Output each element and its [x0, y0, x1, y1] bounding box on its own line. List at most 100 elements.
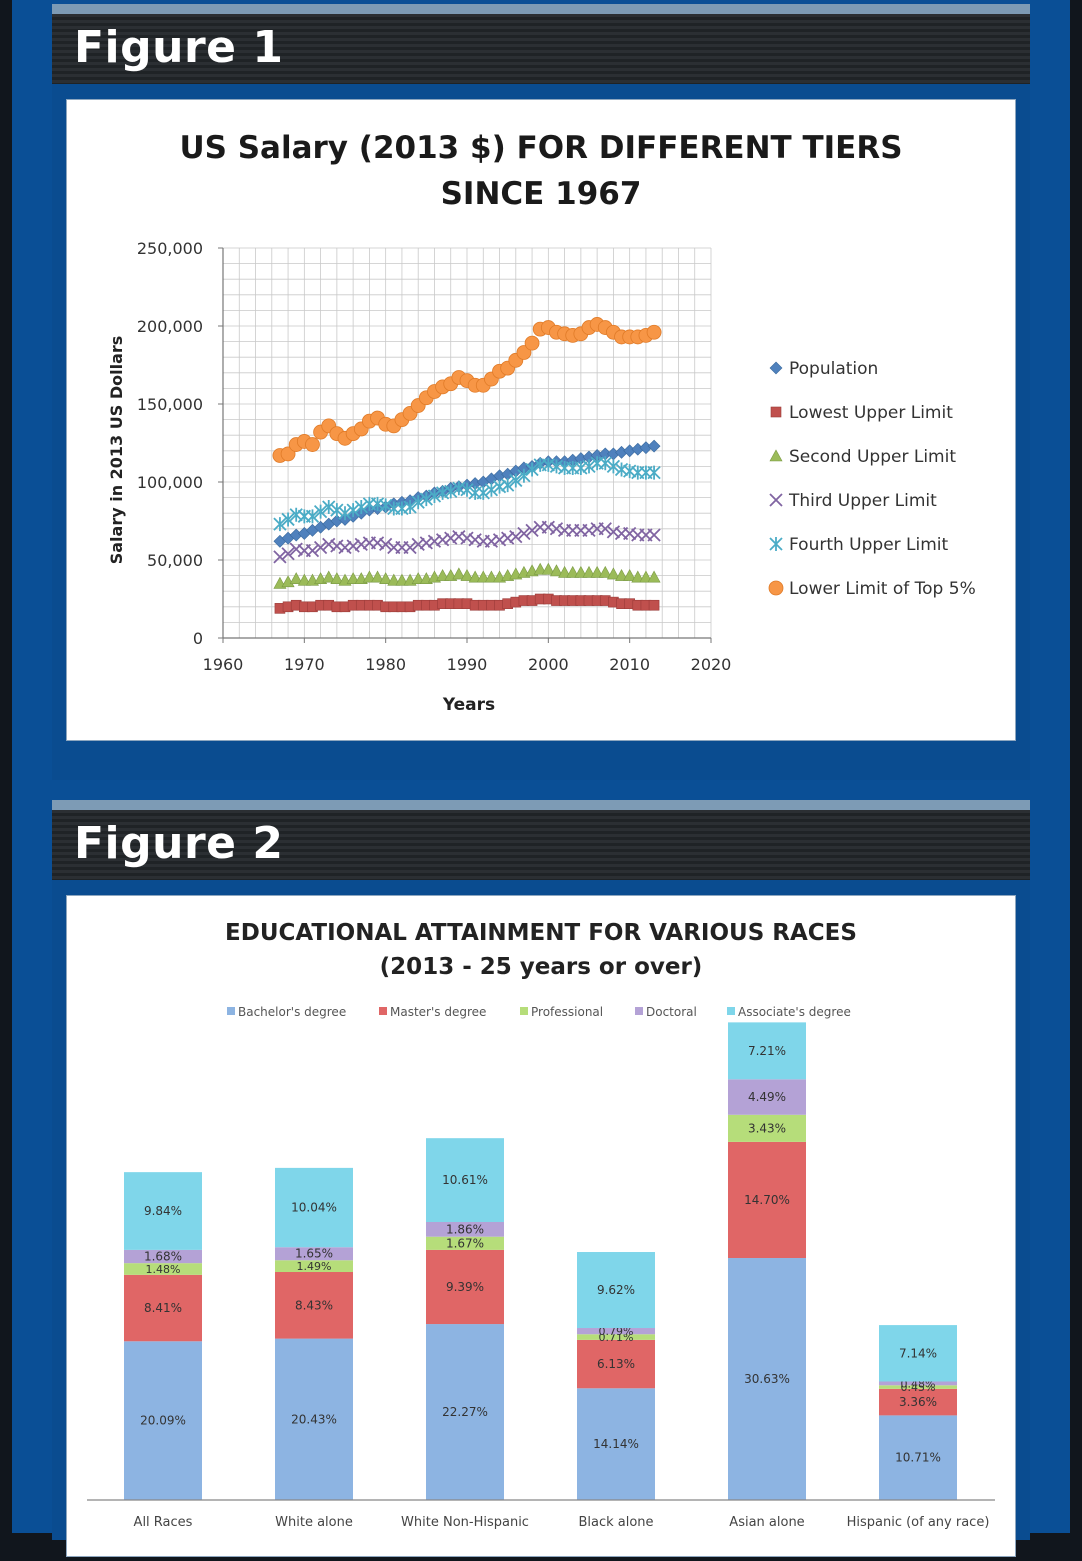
data-point	[313, 540, 328, 555]
bar-segment	[426, 1221, 504, 1237]
data-point	[647, 465, 661, 480]
legend-swatch	[227, 1007, 235, 1015]
legend: Bachelor's degree Master's degree Professi…	[227, 1005, 851, 1019]
data-point	[289, 507, 303, 522]
bar-segment	[577, 1252, 655, 1329]
bar-segment	[577, 1339, 655, 1389]
bar-hispanic-of-any-race-: 10.71%3.36%0.45%0.48%7.14%	[879, 1325, 957, 1500]
bar-segment	[728, 1079, 806, 1115]
data-point	[346, 572, 360, 585]
data-point	[623, 526, 637, 541]
bar-segment	[426, 1138, 504, 1222]
data-label: 10.04%	[291, 1201, 337, 1215]
legend-label: Population	[789, 359, 878, 379]
bar-white-non-hispanic: 22.27% 9.39% 1.67%1.86% 10.61%	[426, 1138, 504, 1500]
data-point	[509, 473, 523, 488]
legend-label: Doctoral	[646, 1005, 697, 1019]
data-point	[280, 446, 296, 462]
data-point	[444, 531, 458, 545]
data-label: 7.21%	[748, 1044, 786, 1058]
bar-segment	[275, 1260, 353, 1273]
data-point	[533, 562, 547, 575]
data-point	[452, 529, 466, 544]
data-point	[484, 482, 499, 497]
bar-segment	[124, 1249, 202, 1264]
bar-segment	[275, 1167, 353, 1248]
data-point	[354, 537, 368, 552]
data-label: 1.49%	[297, 1260, 332, 1273]
education-chart: EDUCATIONAL ATTAINMENT FOR VARIOUS RACES…	[87, 920, 995, 1530]
data-point	[411, 572, 425, 585]
data-label: 10.61%	[442, 1173, 488, 1187]
data-point	[647, 570, 661, 583]
data-point	[460, 568, 474, 581]
data-point	[606, 567, 620, 580]
data-point	[370, 496, 385, 511]
data-point	[436, 568, 450, 581]
legend-marker	[769, 537, 783, 551]
education-chart-box: EDUCATIONAL ATTAINMENT FOR VARIOUS RACES…	[66, 895, 1016, 1557]
data-point	[516, 345, 532, 360]
bar-segment	[124, 1172, 202, 1250]
legend: Population Lowest Upper Limit Second Upper…	[768, 359, 976, 599]
x-tick-label: 2010	[609, 655, 650, 674]
data-point	[501, 478, 515, 493]
legend-marker	[769, 361, 783, 375]
figure-1-title: Figure 1	[74, 22, 284, 73]
data-point	[639, 570, 653, 583]
data-label: 20.09%	[140, 1414, 186, 1428]
data-point	[281, 512, 295, 527]
data-label: 20.43%	[291, 1412, 337, 1426]
bar-segment	[577, 1388, 655, 1500]
data-point	[606, 525, 621, 539]
data-point	[460, 531, 474, 545]
data-point	[281, 547, 295, 561]
data-point	[549, 522, 564, 536]
bar-segment	[728, 1141, 806, 1259]
data-point	[289, 542, 303, 556]
bar-segment	[426, 1249, 504, 1325]
data-point	[346, 539, 360, 553]
data-point	[598, 522, 612, 536]
y-axis-label: Salary in 2013 US Dollars	[107, 336, 126, 565]
figure-2-panel: Figure 2 EDUCATIONAL ATTAINMENT FOR VARI…	[52, 800, 1030, 1557]
data-label: 30.63%	[744, 1372, 790, 1386]
y-tick-label: 250,000	[137, 239, 203, 258]
data-point	[338, 540, 352, 555]
data-label: 9.62%	[597, 1283, 635, 1297]
data-point	[305, 544, 320, 558]
series-lowest-upper-limit	[274, 593, 660, 614]
bar-segment	[577, 1334, 655, 1340]
data-label: 1.65%	[295, 1247, 333, 1261]
x-tick-label: 1980	[365, 655, 406, 674]
data-point	[379, 498, 393, 513]
data-point	[574, 460, 588, 475]
series-lower-limit-of-top-5-	[272, 317, 662, 463]
data-point	[297, 573, 311, 586]
data-point	[647, 439, 661, 453]
data-point	[395, 501, 409, 516]
bar-white-alone: 20.43% 8.43% 1.49%1.65% 10.04%	[275, 1167, 353, 1500]
x-tick-label: 1990	[447, 655, 488, 674]
data-point	[305, 509, 320, 524]
x-tick-label: 2020	[691, 655, 732, 674]
y-tick-label: 150,000	[137, 395, 203, 414]
data-point	[492, 479, 507, 494]
legend-item: Population	[769, 359, 878, 379]
data-point	[444, 484, 458, 499]
data-point	[403, 499, 417, 514]
x-tick-label: 2000	[528, 655, 569, 674]
legend-item: Doctoral	[635, 1005, 697, 1019]
category-label: White Non-Hispanic	[401, 1515, 529, 1530]
data-point	[558, 565, 572, 578]
data-point	[468, 533, 482, 547]
bar-asian-alone: 30.63% 14.70% 3.43% 4.49% 7.21%	[728, 1022, 806, 1500]
data-label: 0.79%	[599, 1325, 634, 1338]
category-label: All Races	[134, 1515, 193, 1530]
stacked-bars: 20.09% 8.41% 1.48%1.68% 9.84% 20.43% 8.43% 1.4…	[124, 1022, 957, 1500]
data-point	[330, 572, 344, 585]
series-second-upper-limit	[273, 562, 661, 589]
data-label: 4.49%	[748, 1090, 786, 1104]
data-point	[313, 504, 328, 519]
legend-item: Bachelor's degree	[227, 1005, 346, 1019]
